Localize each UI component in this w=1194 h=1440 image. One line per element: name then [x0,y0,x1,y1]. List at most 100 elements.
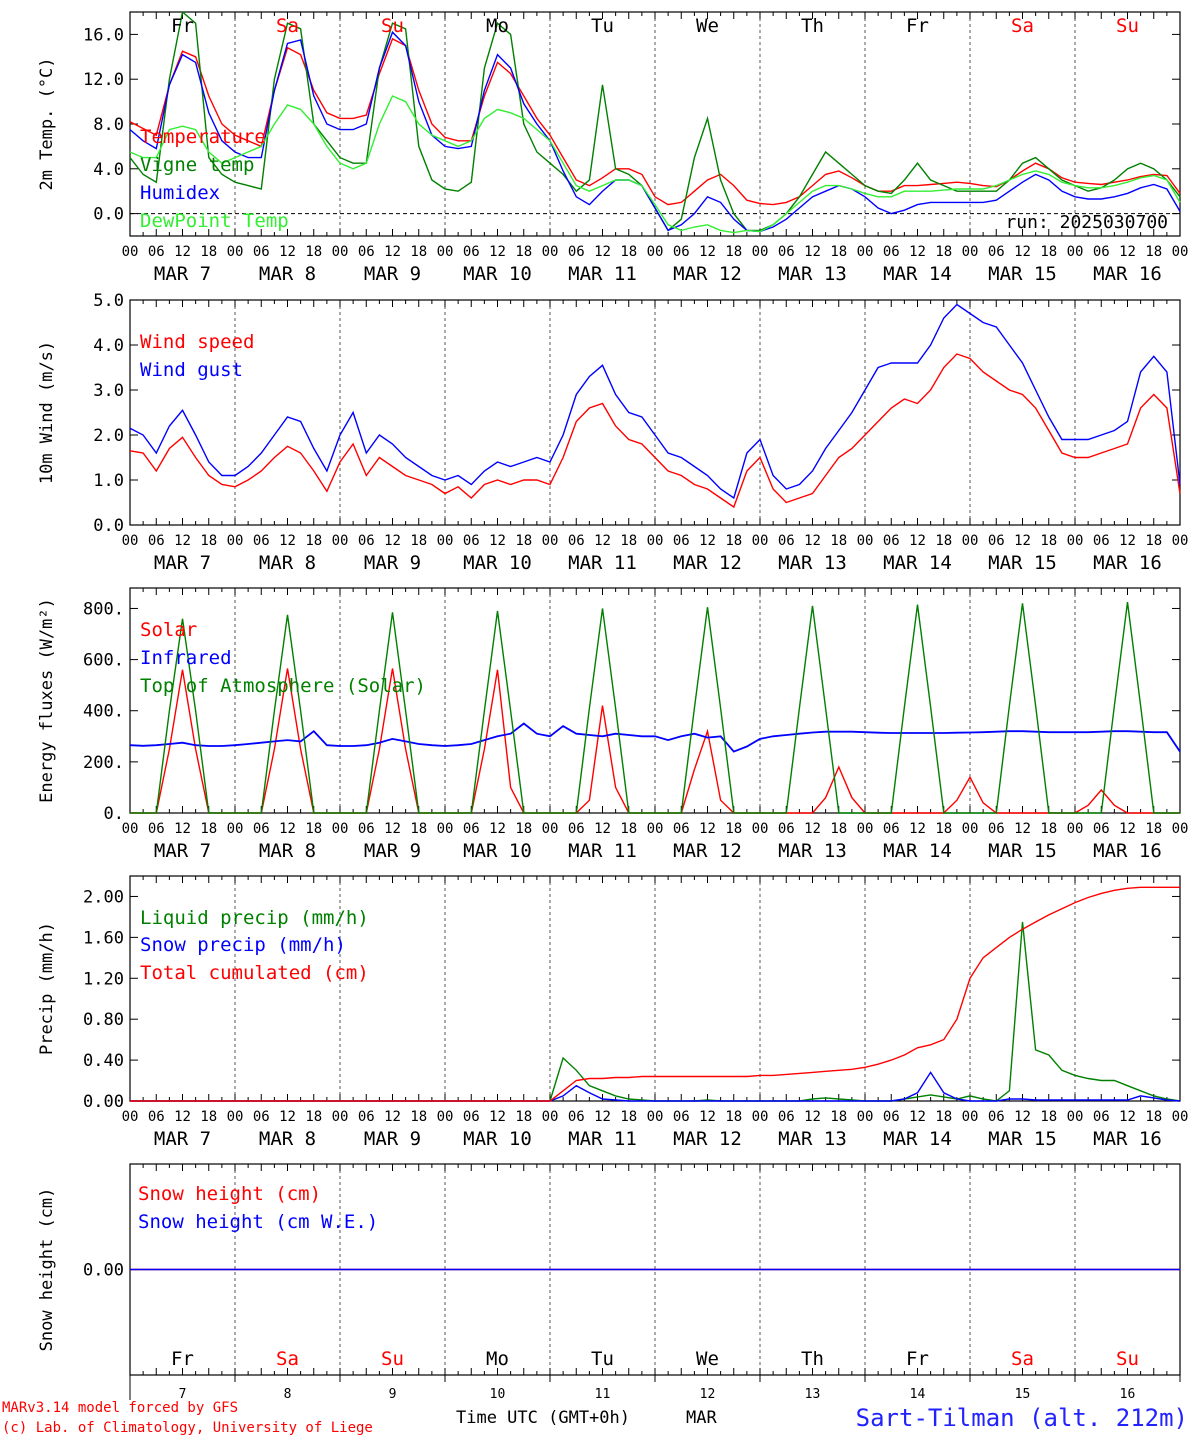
y-tick-label: 0.80 [83,1010,124,1030]
hour-tick-label: 12 [804,533,821,549]
hour-tick-label: 18 [515,533,532,549]
hour-tick-label: 12 [1014,244,1031,260]
date-label: MAR 14 [883,1128,952,1150]
hour-tick-label: 12 [699,821,716,837]
hour-tick-label: 12 [489,1109,506,1125]
hour-tick-label: 00 [437,1109,454,1125]
y-tick-label: 600. [83,651,124,671]
hour-tick-label: 06 [148,244,165,260]
hour-tick-label: 12 [1119,821,1136,837]
hour-tick-label: 06 [988,821,1005,837]
hour-tick-label: 06 [778,1109,795,1125]
y-tick-label: 4.0 [93,336,124,356]
hour-tick-label: 06 [463,821,480,837]
hour-tick-label: 00 [647,1109,664,1125]
credit-line-1: MARv3.14 model forced by GFS [2,1400,238,1416]
legend-entry: Humidex [140,182,220,204]
hour-tick-label: 18 [620,533,637,549]
y-tick-label: 8.0 [93,115,124,135]
date-label: MAR 14 [883,552,952,574]
hour-tick-label: 06 [673,533,690,549]
hour-tick-label: 18 [830,821,847,837]
hour-tick-label: 12 [804,821,821,837]
y-axis-label: Precip (mm/h) [37,922,57,1055]
day-name: Su [381,1348,404,1370]
day-number: 15 [1015,1387,1031,1402]
hour-tick-label: 18 [305,244,322,260]
y-tick-label: 2.0 [93,426,124,446]
hour-tick-label: 00 [542,533,559,549]
day-name: Mo [486,1348,509,1370]
date-label: MAR 15 [988,840,1057,862]
hour-tick-label: 18 [200,1109,217,1125]
hour-tick-label: 00 [332,533,349,549]
date-label: MAR 10 [463,840,532,862]
hour-tick-label: 06 [568,533,585,549]
hour-tick-label: 06 [463,1109,480,1125]
hour-tick-label: 12 [909,821,926,837]
hour-tick-label: 12 [909,1109,926,1125]
hour-tick-label: 00 [857,821,874,837]
hour-tick-label: 18 [725,533,742,549]
hour-tick-label: 18 [410,1109,427,1125]
day-name: Sa [1011,15,1034,37]
legend-entry: DewPoint Temp [140,210,289,232]
hour-tick-label: 12 [594,244,611,260]
legend-entry: Liquid precip (mm/h) [140,907,369,929]
date-label: MAR 8 [259,1128,316,1150]
hour-tick-label: 06 [1093,244,1110,260]
hour-tick-label: 00 [1067,821,1084,837]
hour-tick-label: 12 [699,1109,716,1125]
date-label: MAR 10 [463,1128,532,1150]
hour-tick-label: 06 [883,821,900,837]
hour-tick-label: 12 [1014,821,1031,837]
hour-tick-label: 06 [673,821,690,837]
date-label: MAR 16 [1093,840,1162,862]
hour-tick-label: 12 [804,244,821,260]
hour-tick-label: 06 [358,821,375,837]
hour-tick-label: 06 [253,533,270,549]
y-tick-label: 5.0 [93,291,124,311]
hour-tick-label: 06 [883,533,900,549]
hour-tick-label: 12 [279,244,296,260]
hour-tick-label: 12 [279,533,296,549]
date-label: MAR 12 [673,552,742,574]
date-label: MAR 8 [259,263,316,285]
chart-panels: 0.0 4.0 8.0 12.0 16.0 2m Temp. (°C) Temperatur… [37,10,1188,1402]
hour-tick-label: 00 [332,1109,349,1125]
hour-tick-label: 06 [1093,821,1110,837]
panel-2: 0.0 1.0 2.0 3.0 4.0 5.0 10m Wind (m/s) Wind spe… [37,291,1188,574]
hour-tick-label: 00 [122,821,139,837]
date-label: MAR 9 [364,840,421,862]
credit-line-2: (c) Lab. of Climatology, University of L… [2,1420,373,1436]
time-axis-label: Time UTC (GMT+0h) [456,1408,630,1428]
day-number: 7 [179,1387,187,1402]
date-label: MAR 9 [364,263,421,285]
hour-tick-label: 18 [620,244,637,260]
hour-tick-label: 18 [725,1109,742,1125]
legend-entry: Top of Atmosphere (Solar) [140,675,426,697]
day-name: Th [801,15,824,37]
day-name: Su [1116,15,1139,37]
date-label: MAR 8 [259,840,316,862]
time-axis-month: MAR [686,1408,717,1428]
hour-tick-label: 06 [148,533,165,549]
hour-tick-label: 18 [1040,244,1057,260]
hour-tick-label: 00 [857,1109,874,1125]
hour-tick-label: 06 [1093,1109,1110,1125]
date-label: MAR 13 [778,1128,847,1150]
date-label: MAR 13 [778,552,847,574]
run-annotation: run: 2025030700 [1005,212,1168,233]
date-label: MAR 14 [883,840,952,862]
date-label: MAR 15 [988,552,1057,574]
series-line [129,722,1181,753]
hour-tick-label: 00 [857,533,874,549]
legend-entry: Solar [140,619,197,641]
y-tick-label: 200. [83,753,124,773]
hour-tick-label: 12 [174,1109,191,1125]
hour-tick-label: 06 [883,1109,900,1125]
hour-tick-label: 12 [174,821,191,837]
date-label: MAR 12 [673,840,742,862]
hour-tick-label: 12 [1119,244,1136,260]
hour-tick-label: 06 [358,244,375,260]
